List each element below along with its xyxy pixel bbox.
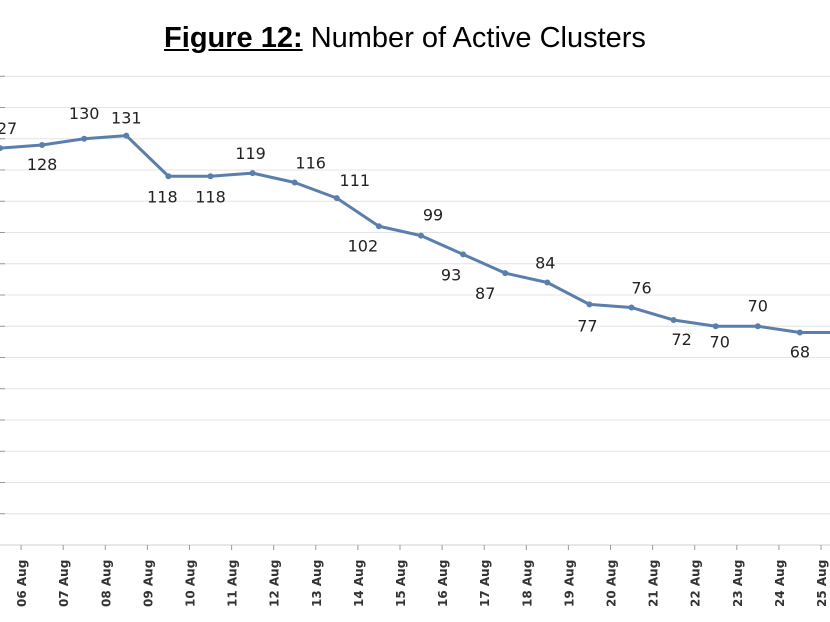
data-point	[123, 132, 130, 139]
data-label: 84	[535, 254, 555, 273]
x-tick-label: 12 Aug	[268, 560, 282, 607]
x-tick-label: 07 Aug	[57, 560, 71, 607]
data-point	[418, 232, 424, 239]
data-point	[460, 251, 467, 258]
data-point	[712, 323, 719, 330]
data-point	[586, 301, 593, 308]
data-point	[249, 170, 256, 177]
x-tick-label: 13 Aug	[310, 560, 324, 607]
x-tick-label: 20 Aug	[605, 560, 619, 607]
data-label: 128	[27, 155, 58, 174]
data-label: 99	[423, 206, 443, 225]
data-point	[502, 270, 509, 277]
data-point	[165, 173, 172, 180]
chart-title: Figure 12: Number of Active Clusters	[0, 22, 810, 55]
gridlines	[0, 75, 830, 546]
data-label: 77	[577, 316, 597, 335]
x-tick-label: 06 Aug	[15, 560, 29, 607]
data-label: 130	[69, 104, 100, 123]
data-point	[291, 179, 298, 186]
data-label: 118	[147, 187, 178, 206]
data-point	[81, 135, 88, 142]
data-point	[333, 195, 340, 202]
x-tick-label: 08 Aug	[99, 560, 113, 607]
data-label: 87	[475, 284, 495, 303]
data-label: 102	[348, 236, 379, 255]
data-label: 93	[441, 265, 461, 284]
x-tick-labels: 06 Aug 07 Aug 08 Aug 09 Aug 10 Aug 11 Aug 12 A…	[15, 545, 829, 607]
data-label: 72	[671, 330, 691, 349]
x-tick-label: 21 Aug	[647, 560, 661, 607]
data-label: 118	[195, 187, 226, 206]
data-point	[670, 317, 677, 323]
x-tick-label: 19 Aug	[562, 560, 576, 607]
data-point	[207, 173, 214, 180]
data-label: 116	[295, 154, 326, 173]
data-label: 76	[631, 279, 651, 298]
data-point	[754, 323, 761, 330]
data-label: 68	[790, 343, 810, 362]
series-line	[0, 134, 830, 334]
data-point	[628, 304, 635, 311]
x-tick-label: 15 Aug	[394, 560, 408, 607]
data-point	[375, 223, 382, 230]
data-points	[0, 132, 803, 336]
x-tick-label: 18 Aug	[520, 560, 534, 607]
data-point	[796, 329, 803, 336]
x-tick-label: 23 Aug	[731, 560, 745, 607]
data-label: 70	[710, 332, 730, 351]
figure-number: Figure 12:	[164, 22, 303, 54]
data-label: 119	[235, 144, 266, 163]
data-label: 27	[0, 119, 17, 138]
data-label: 131	[111, 109, 142, 128]
data-point	[39, 142, 46, 148]
x-tick-label: 24 Aug	[773, 560, 787, 607]
series-line-layer	[0, 134, 830, 334]
data-label: 111	[340, 171, 371, 190]
x-tick-label: 11 Aug	[226, 560, 240, 607]
x-tick-label: 14 Aug	[352, 560, 366, 607]
x-tick-label: 25 Aug	[815, 560, 829, 607]
data-labels: 27 128 130 131 118 118 119 116 111 102 99 93 87 84 77 7…	[0, 104, 810, 362]
x-tick-label: 09 Aug	[141, 560, 155, 607]
x-tick-label: 16 Aug	[436, 560, 450, 607]
data-point	[544, 279, 551, 286]
x-tick-label: 22 Aug	[689, 560, 703, 607]
x-tick-label: 17 Aug	[478, 560, 492, 607]
data-point	[0, 145, 3, 152]
figure-title-text: Number of Active Clusters	[310, 22, 646, 54]
x-tick-label: 10 Aug	[184, 560, 198, 607]
data-label: 70	[748, 296, 768, 315]
